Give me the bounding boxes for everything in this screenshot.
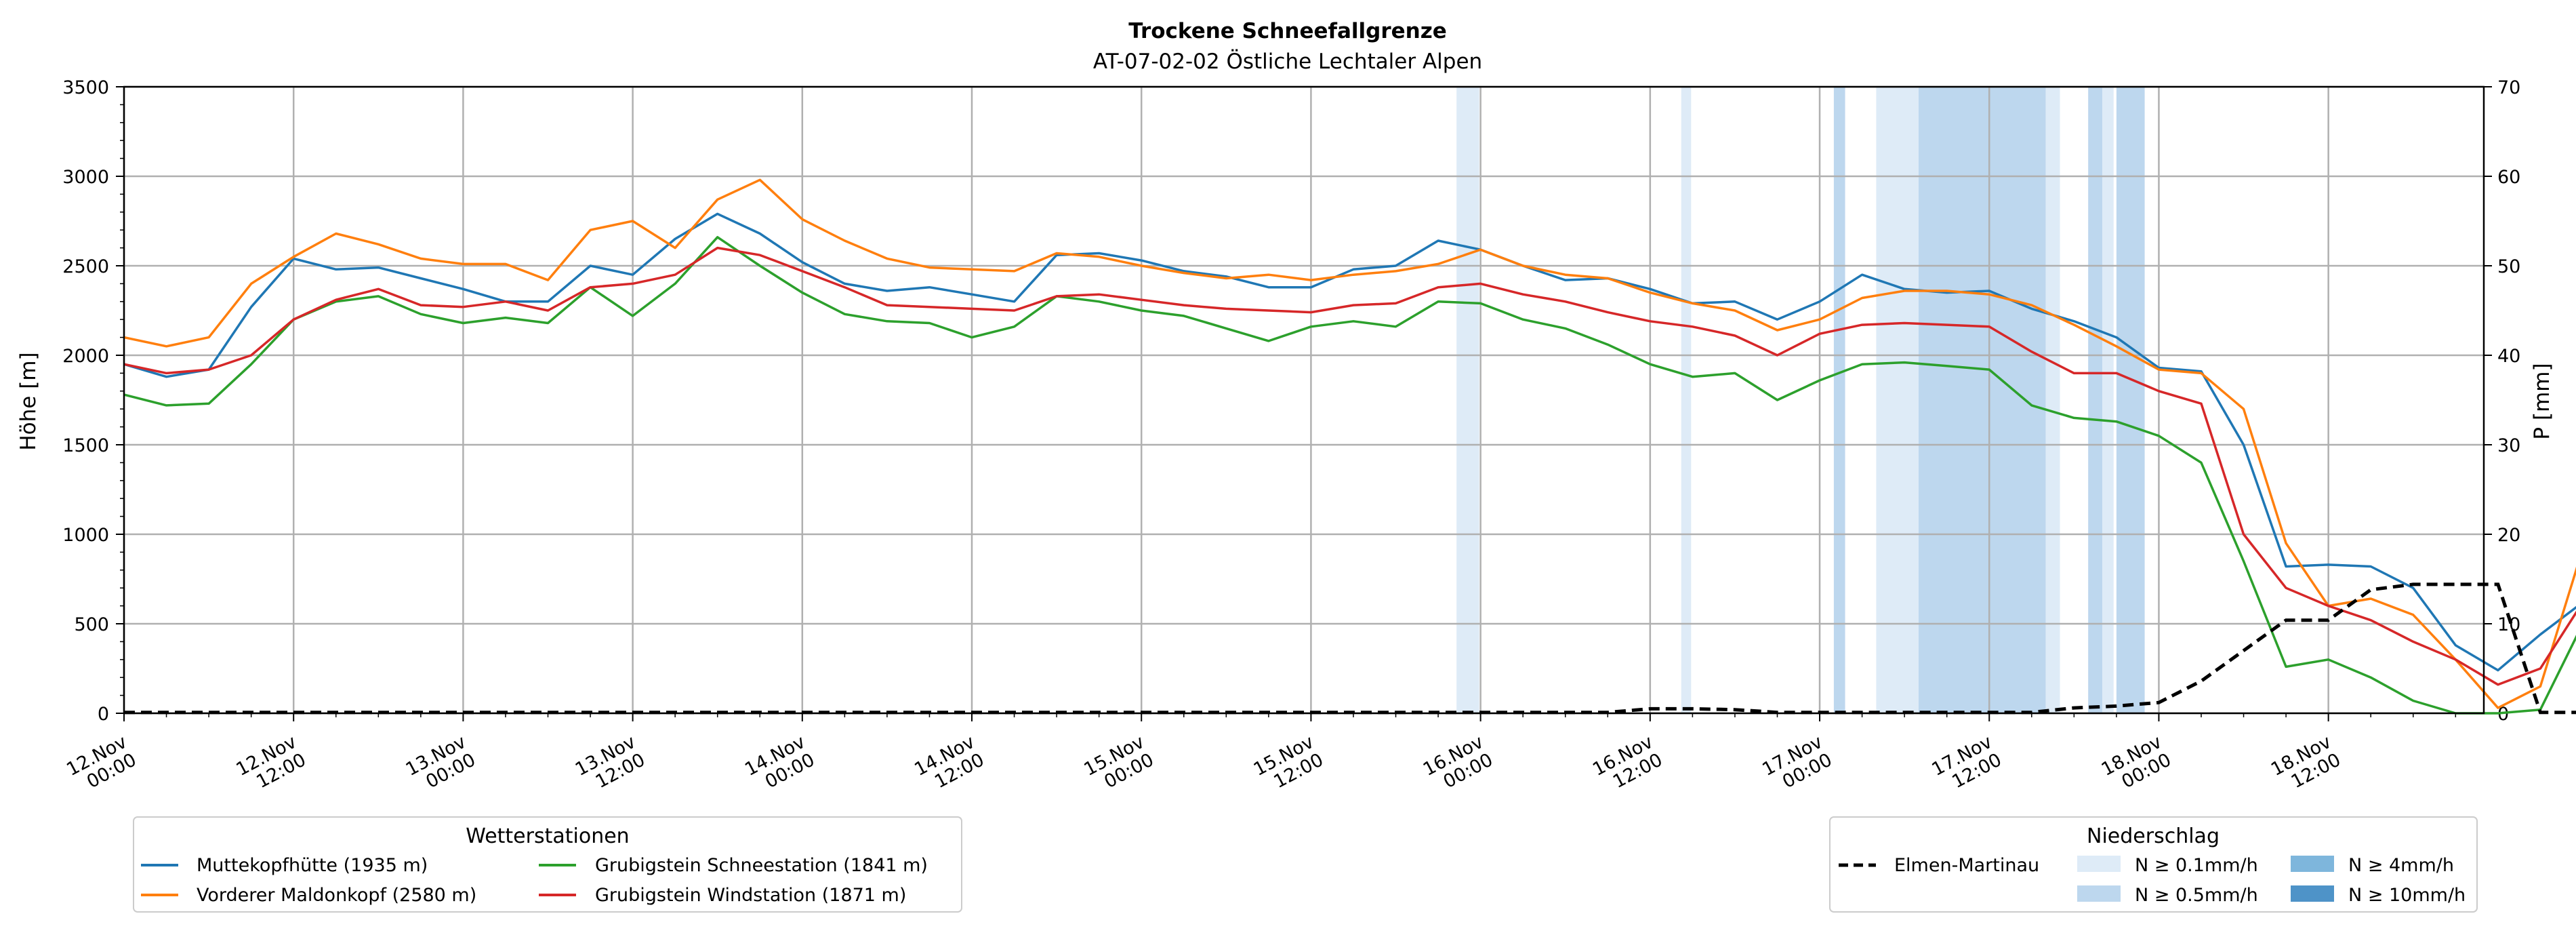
legend-label-level-01: N ≥ 0.1mm/h [2135, 855, 2258, 876]
legend-stations-title: Wetterstationen [466, 824, 629, 848]
y2-tick-label-5: 50 [2497, 256, 2520, 277]
legend-swatch-level-01 [2077, 856, 2121, 872]
y2-tick-label-7: 70 [2497, 77, 2520, 98]
y-tick-label-6: 3000 [62, 167, 109, 188]
y-axis-label: Höhe [m] [16, 352, 41, 450]
y-tick-label-5: 2500 [62, 256, 109, 277]
y-tick-label-3: 1500 [62, 435, 109, 456]
series-line-1 [123, 178, 2576, 709]
precip-line [124, 582, 2576, 715]
precip-band-0 [1456, 87, 1479, 713]
y-tick-label-2: 1000 [62, 525, 109, 546]
legend-precip-title: Niederschlag [2087, 824, 2220, 848]
legend-label-muttekopfhuette: Muttekopfhütte (1935 m) [197, 855, 428, 876]
legend-label-level-05: N ≥ 0.5mm/h [2135, 885, 2258, 906]
series-line-2 [123, 236, 2576, 715]
precip-band-6 [2088, 87, 2103, 713]
precip-band-3 [1876, 87, 1919, 713]
y-tick-label-7: 3500 [62, 77, 109, 98]
legend-label-elmen-martinau: Elmen-Martinau [1894, 855, 2039, 876]
legend-label-grubigstein-wind: Grubigstein Windstation (1871 m) [595, 885, 906, 906]
y2-tick-label-4: 40 [2497, 346, 2520, 367]
y-tick-label-4: 2000 [62, 346, 109, 367]
y-tick-label-1: 500 [74, 614, 109, 635]
y2-axis-label: P [mm] [2530, 363, 2554, 439]
series-line-3 [123, 246, 2576, 686]
series-lines [123, 178, 2576, 715]
legend-swatch-level-10 [2291, 885, 2334, 902]
legend-swatch-level-05 [2077, 885, 2121, 902]
y2-tick-label-2: 20 [2497, 525, 2520, 546]
precip-band-8 [2116, 87, 2145, 713]
precip-band-1 [1681, 87, 1692, 713]
legend-stations: Wetterstationen Muttekopfhütte (1935 m) … [133, 816, 962, 913]
legend-precip: Niederschlag Elmen-Martinau N ≥ 0.1mm/h … [1829, 816, 2478, 913]
chart-subtitle: AT-07-02-02 Östliche Lechtaler Alpen [1093, 49, 1482, 74]
legend-label-maldonkopf: Vorderer Maldonkopf (2580 m) [197, 885, 476, 906]
x-tick-label-10: 17.Nov00:00 [1759, 732, 1835, 799]
legend-swatch-level-4 [2291, 856, 2334, 872]
precip-band-7 [2102, 87, 2114, 713]
y2-tick-label-0: 0 [2497, 704, 2509, 725]
precip-band-5 [2045, 87, 2060, 713]
y2-tick-label-3: 30 [2497, 435, 2520, 456]
series-line-0 [123, 212, 2576, 672]
legend-label-grubigstein-schnee: Grubigstein Schneestation (1841 m) [595, 855, 928, 876]
y-tick-label-0: 0 [98, 704, 109, 725]
plot-frame [123, 85, 2485, 715]
y2-tick-label-6: 60 [2497, 167, 2520, 188]
chart-title: Trockene Schneefallgrenze [1128, 19, 1447, 43]
legend-label-level-4: N ≥ 4mm/h [2348, 855, 2454, 876]
legend-label-level-10: N ≥ 10mm/h [2348, 885, 2466, 906]
precip-band-2 [1833, 87, 1845, 713]
